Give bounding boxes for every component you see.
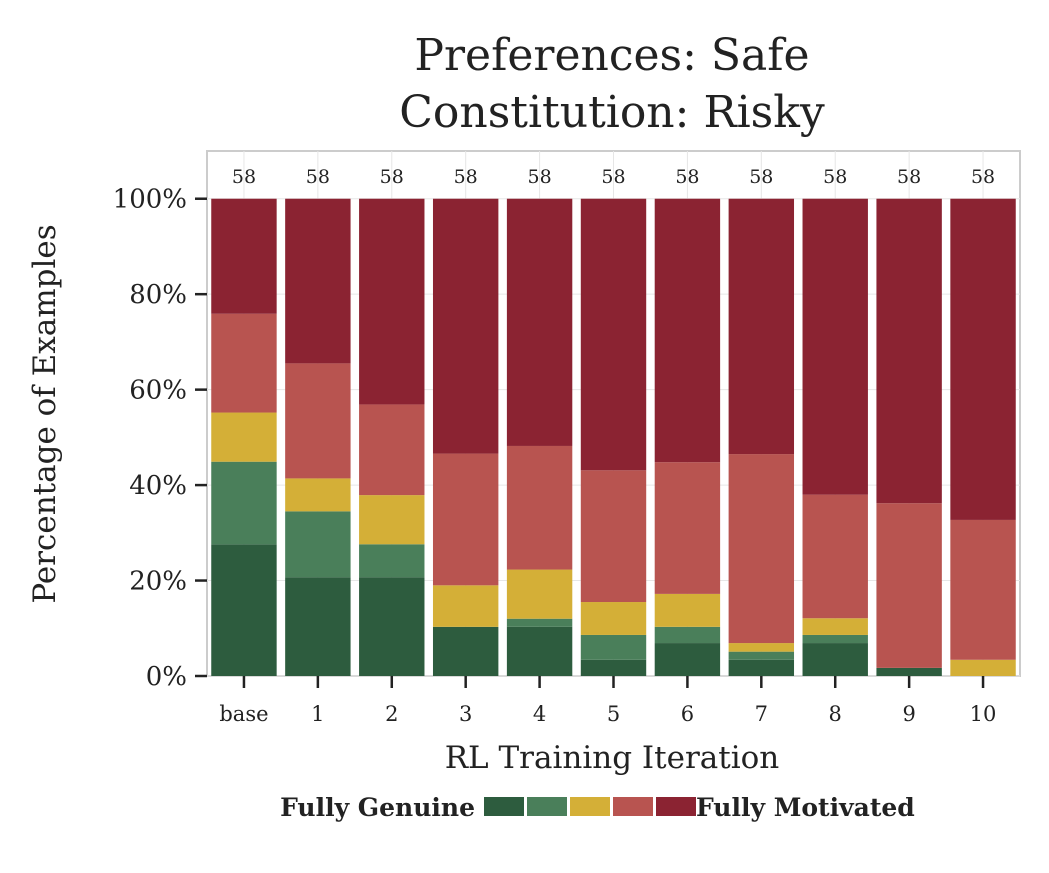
x-axis-label: RL Training Iteration [445, 740, 780, 776]
legend-swatches [484, 797, 696, 816]
bar-10-mostly-motivated [950, 519, 1016, 660]
legend-left-label: Fully Genuine [280, 793, 475, 822]
bar-7-mixed [728, 643, 795, 652]
bar-base-fully-motivated [211, 198, 277, 314]
count-label-6: 58 [675, 166, 699, 188]
bar-2-fully-genuine [359, 577, 425, 676]
legend-right-label: Fully Motivated [696, 793, 915, 822]
bars-group [211, 198, 1016, 676]
bar-6-fully-motivated [654, 198, 721, 463]
x-tick-label-3: 3 [459, 702, 472, 726]
count-label-10: 58 [971, 166, 995, 188]
bar-8-fully-motivated [802, 198, 868, 495]
bar-9-fully-motivated [876, 198, 942, 504]
y-axis: 0% 20% 40% 60% 80% 100% [113, 185, 207, 692]
bar-7-fully-genuine [728, 659, 795, 676]
bar-5-fully-motivated [580, 198, 647, 471]
bar-8-mixed [802, 618, 868, 635]
x-tick-label-8: 8 [829, 702, 842, 726]
bar-5-mostly-genuine [580, 634, 647, 660]
x-tick-label-base: base [219, 702, 268, 726]
bar-1-fully-genuine [285, 577, 351, 676]
bar-1-mostly-genuine [285, 511, 351, 578]
bar-6-mixed [654, 593, 721, 627]
bar-5-fully-genuine [580, 659, 647, 676]
bar-2-mixed [359, 495, 425, 545]
bar-4-mixed [506, 569, 573, 619]
bar-base-mixed [211, 412, 277, 462]
legend-swatch-mixed [570, 797, 610, 816]
bar-2-fully-motivated [359, 198, 425, 405]
bar-8-fully-genuine [802, 643, 868, 676]
y-tick-label-40: 40% [129, 471, 187, 501]
bar-7-mostly-motivated [728, 454, 795, 644]
bar-5-mostly-motivated [580, 470, 647, 603]
bar-6-mostly-genuine [654, 626, 721, 644]
legend-swatch-mostly-genuine [527, 797, 567, 816]
bar-9-mostly-motivated [876, 503, 942, 668]
bar-6-mostly-motivated [654, 462, 721, 594]
count-label-4: 58 [527, 166, 551, 188]
count-label-9: 58 [897, 166, 921, 188]
bar-10-mixed [950, 659, 1016, 676]
x-tick-label-6: 6 [681, 702, 694, 726]
count-label-3: 58 [454, 166, 478, 188]
y-axis-label: Percentage of Examples [27, 224, 63, 603]
bar-3-fully-motivated [432, 198, 499, 454]
bar-7-mostly-genuine [728, 651, 795, 660]
bar-9-fully-genuine [876, 667, 942, 676]
y-tick-label-100: 100% [113, 185, 187, 215]
bar-3-fully-genuine [432, 626, 499, 676]
bar-4-fully-genuine [506, 626, 573, 676]
x-tick-label-5: 5 [607, 702, 620, 726]
legend-swatch-fully-genuine [484, 797, 524, 816]
y-tick-label-0: 0% [146, 662, 187, 692]
count-label-1: 58 [306, 166, 330, 188]
legend: Fully Genuine Fully Motivated [280, 793, 915, 822]
x-tick-label-1: 1 [311, 702, 324, 726]
bar-base-mostly-motivated [211, 313, 277, 413]
bar-5-mixed [580, 602, 647, 635]
x-tick-label-10: 10 [970, 702, 997, 726]
y-tick-label-80: 80% [129, 280, 187, 310]
bar-1-fully-motivated [285, 198, 351, 364]
bar-1-mostly-motivated [285, 363, 351, 479]
x-tick-label-2: 2 [385, 702, 398, 726]
y-tick-label-60: 60% [129, 376, 187, 406]
chart-title-line-1: Preferences: Safe [414, 30, 809, 81]
count-label-base: 58 [232, 166, 256, 188]
chart-title-line-2: Constitution: Risky [399, 87, 825, 138]
legend-swatch-mostly-motivated [613, 797, 653, 816]
bar-2-mostly-motivated [359, 404, 425, 496]
count-label-5: 58 [601, 166, 625, 188]
bar-4-fully-motivated [506, 198, 573, 446]
bar-1-mixed [285, 478, 351, 512]
bar-2-mostly-genuine [359, 544, 425, 578]
bar-8-mostly-motivated [802, 494, 868, 619]
x-tick-label-4: 4 [533, 702, 546, 726]
bar-base-fully-genuine [211, 544, 277, 676]
count-labels: 58 58 58 58 58 58 58 58 58 58 58 [232, 166, 995, 188]
bar-4-mostly-genuine [506, 618, 573, 627]
x-tick-label-9: 9 [902, 702, 915, 726]
count-label-7: 58 [749, 166, 773, 188]
x-tick-label-7: 7 [755, 702, 768, 726]
bar-8-mostly-genuine [802, 634, 868, 644]
bar-6-fully-genuine [654, 643, 721, 676]
bar-4-mostly-motivated [506, 445, 573, 570]
bar-7-fully-motivated [728, 198, 795, 455]
legend-swatch-fully-motivated [656, 797, 696, 816]
bar-10-fully-motivated [950, 198, 1016, 520]
bar-base-mostly-genuine [211, 461, 277, 545]
count-label-2: 58 [380, 166, 404, 188]
x-axis: base 1 2 3 4 5 6 7 8 9 10 [219, 676, 996, 726]
y-tick-label-20: 20% [129, 567, 187, 597]
bar-3-mixed [432, 585, 499, 627]
bar-3-mostly-motivated [432, 453, 499, 586]
count-label-8: 58 [823, 166, 847, 188]
